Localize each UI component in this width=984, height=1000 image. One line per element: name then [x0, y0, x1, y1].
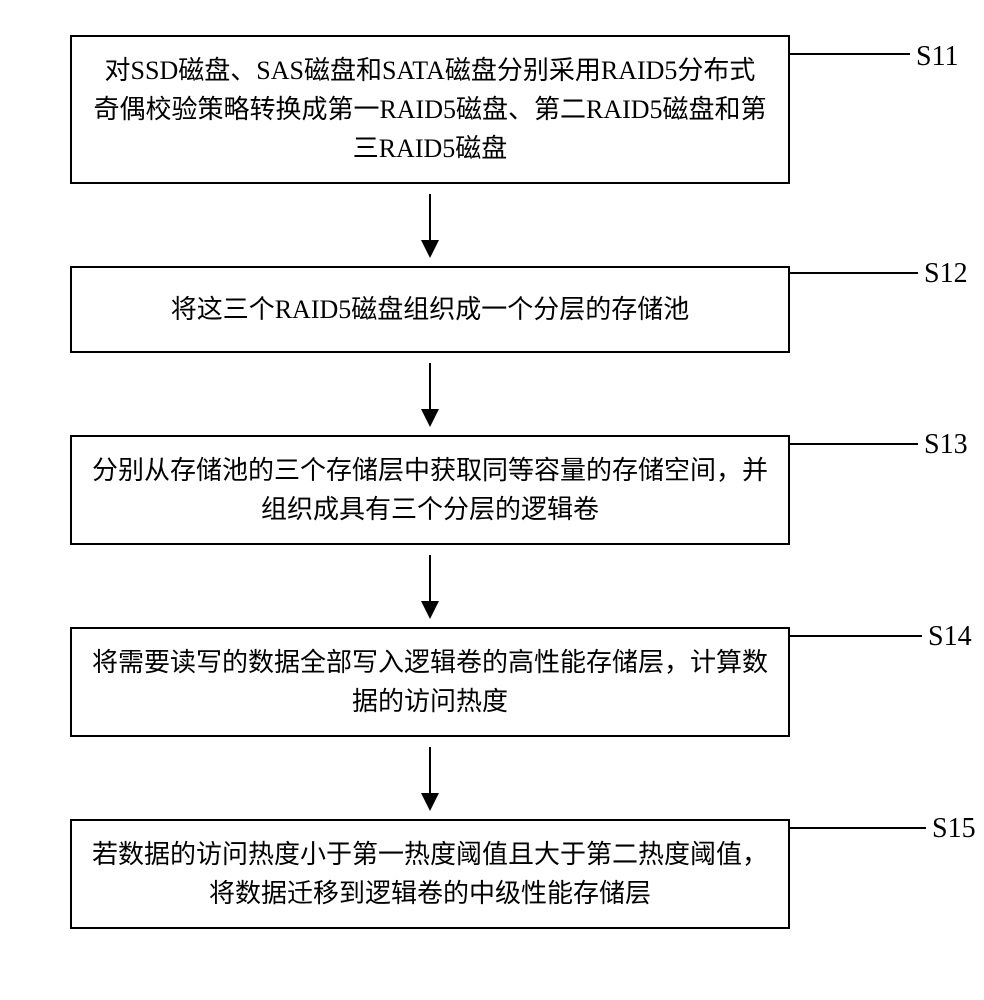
- connector-line: [790, 635, 922, 637]
- step-box-s14: 将需要读写的数据全部写入逻辑卷的高性能存储层，计算数据的访问热度: [70, 627, 790, 737]
- connector-line: [790, 443, 918, 445]
- step-row-s13: 分别从存储池的三个存储层中获取同等容量的存储空间，并组织成具有三个分层的逻辑卷 …: [70, 435, 920, 545]
- step-text: 对SSD磁盘、SAS磁盘和SATA磁盘分别采用RAID5分布式奇偶校验策略转换成…: [93, 56, 766, 163]
- step-text: 将需要读写的数据全部写入逻辑卷的高性能存储层，计算数据的访问热度: [92, 648, 768, 716]
- arrow-wrap: [70, 545, 790, 627]
- step-text: 将这三个RAID5磁盘组织成一个分层的存储池: [171, 295, 690, 324]
- arrow-down-icon: [429, 747, 431, 809]
- step-text: 分别从存储池的三个存储层中获取同等容量的存储空间，并组织成具有三个分层的逻辑卷: [92, 456, 768, 524]
- step-row-s15: 若数据的访问热度小于第一热度阈值且大于第二热度阈值，将数据迁移到逻辑卷的中级性能…: [70, 819, 920, 929]
- step-label-s13: S13: [924, 429, 968, 461]
- step-label-s12: S12: [924, 258, 968, 290]
- step-row-s11: 对SSD磁盘、SAS磁盘和SATA磁盘分别采用RAID5分布式奇偶校验策略转换成…: [70, 35, 920, 184]
- step-label-s15: S15: [932, 813, 976, 845]
- connector-line: [790, 272, 918, 274]
- step-row-s14: 将需要读写的数据全部写入逻辑卷的高性能存储层，计算数据的访问热度 S14: [70, 627, 920, 737]
- arrow-down-icon: [429, 555, 431, 617]
- step-box-s12: 将这三个RAID5磁盘组织成一个分层的存储池: [70, 266, 790, 353]
- connector-line: [790, 827, 926, 829]
- arrow-wrap: [70, 353, 790, 435]
- flowchart-container: 对SSD磁盘、SAS磁盘和SATA磁盘分别采用RAID5分布式奇偶校验策略转换成…: [70, 35, 920, 929]
- step-row-s12: 将这三个RAID5磁盘组织成一个分层的存储池 S12: [70, 266, 920, 353]
- connector-line: [790, 53, 910, 55]
- arrow-down-icon: [429, 194, 431, 256]
- arrow-down-icon: [429, 363, 431, 425]
- arrow-wrap: [70, 184, 790, 266]
- step-box-s15: 若数据的访问热度小于第一热度阈值且大于第二热度阈值，将数据迁移到逻辑卷的中级性能…: [70, 819, 790, 929]
- arrow-wrap: [70, 737, 790, 819]
- step-box-s11: 对SSD磁盘、SAS磁盘和SATA磁盘分别采用RAID5分布式奇偶校验策略转换成…: [70, 35, 790, 184]
- step-label-s11: S11: [916, 41, 959, 73]
- step-text: 若数据的访问热度小于第一热度阈值且大于第二热度阈值，将数据迁移到逻辑卷的中级性能…: [92, 840, 768, 908]
- step-label-s14: S14: [928, 621, 972, 653]
- step-box-s13: 分别从存储池的三个存储层中获取同等容量的存储空间，并组织成具有三个分层的逻辑卷: [70, 435, 790, 545]
